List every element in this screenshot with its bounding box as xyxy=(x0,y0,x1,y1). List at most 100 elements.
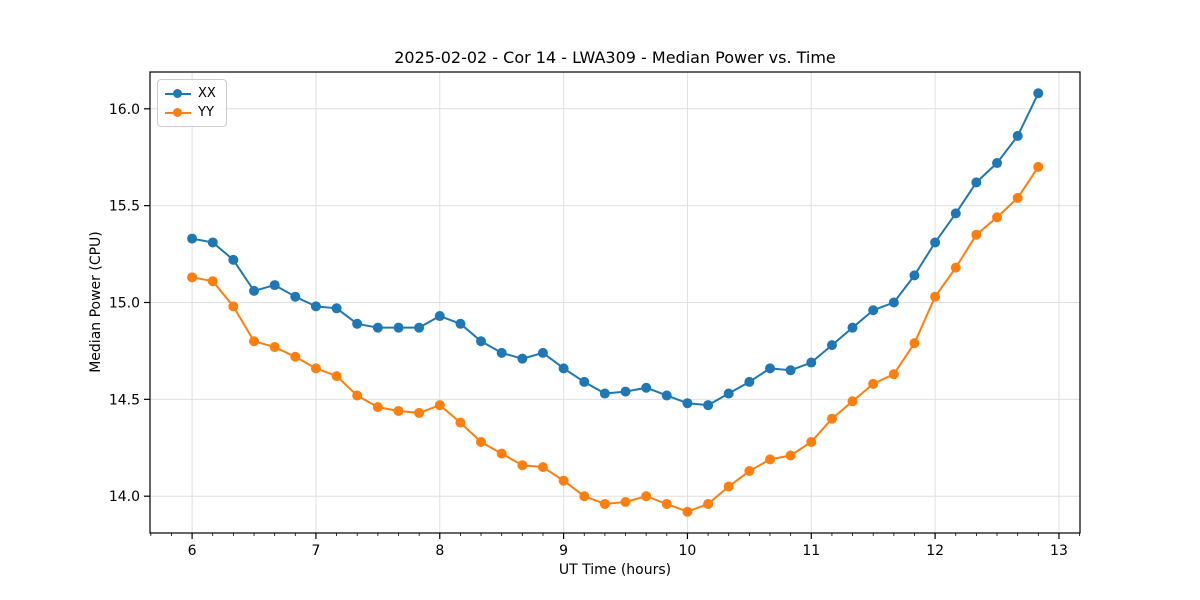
data-point-yy xyxy=(455,417,466,428)
data-point-xx xyxy=(1033,88,1044,99)
data-point-yy xyxy=(930,291,941,302)
data-point-yy xyxy=(723,481,734,492)
data-point-yy xyxy=(207,276,218,287)
data-point-yy xyxy=(847,396,858,407)
data-point-yy xyxy=(992,212,1003,223)
data-point-xx xyxy=(785,365,796,376)
data-point-xx xyxy=(187,233,198,244)
legend-label-xx: XX xyxy=(198,86,216,101)
chart-title: 2025-02-02 - Cor 14 - LWA309 - Median Po… xyxy=(394,48,836,67)
x-tick-label: 10 xyxy=(679,543,697,559)
data-point-yy xyxy=(187,272,198,283)
y-tick-label: 14.5 xyxy=(109,392,140,408)
data-point-xx xyxy=(806,357,817,368)
data-point-xx xyxy=(950,208,961,219)
data-point-yy xyxy=(620,497,631,508)
x-tick-label: 13 xyxy=(1050,543,1068,559)
data-point-xx xyxy=(641,382,652,393)
legend-marker-yy xyxy=(165,108,191,117)
data-point-yy xyxy=(537,462,548,473)
data-point-yy xyxy=(352,390,363,401)
data-point-xx xyxy=(372,322,383,333)
y-tick-label: 14.0 xyxy=(109,489,140,505)
data-point-xx xyxy=(723,388,734,399)
y-tick-label: 15.0 xyxy=(109,296,140,312)
data-point-xx xyxy=(249,285,260,296)
data-point-xx xyxy=(888,297,899,308)
data-point-xx xyxy=(228,254,239,265)
data-point-yy xyxy=(496,448,507,459)
x-tick-label: 6 xyxy=(188,543,197,559)
data-point-yy xyxy=(414,407,425,418)
data-point-xx xyxy=(517,353,528,364)
data-point-xx xyxy=(765,363,776,374)
data-point-xx xyxy=(620,386,631,397)
x-tick-label: 11 xyxy=(802,543,820,559)
x-tick-label: 12 xyxy=(926,543,944,559)
data-point-xx xyxy=(414,322,425,333)
x-tick-label: 9 xyxy=(559,543,568,559)
data-point-xx xyxy=(434,311,445,322)
data-point-xx xyxy=(971,177,982,188)
data-point-xx xyxy=(826,340,837,351)
legend-label-yy: YY xyxy=(198,105,214,120)
data-point-yy xyxy=(888,369,899,380)
data-point-yy xyxy=(269,342,280,353)
data-point-yy xyxy=(744,466,755,477)
data-point-xx xyxy=(682,398,693,409)
y-axis-label: Median Power (CPU) xyxy=(88,231,104,373)
y-tick-label: 15.5 xyxy=(109,199,140,215)
data-point-yy xyxy=(909,338,920,349)
data-point-xx xyxy=(930,237,941,248)
data-point-yy xyxy=(249,336,260,347)
data-point-xx xyxy=(909,270,920,281)
data-point-yy xyxy=(558,475,569,486)
data-point-xx xyxy=(868,305,879,316)
data-point-xx xyxy=(393,322,404,333)
data-point-xx xyxy=(310,301,321,312)
data-point-yy xyxy=(868,378,879,389)
data-point-xx xyxy=(352,318,363,329)
data-point-xx xyxy=(331,303,342,314)
data-point-xx xyxy=(1012,130,1023,141)
y-tick-label: 16.0 xyxy=(109,102,140,118)
data-point-yy xyxy=(1033,161,1044,172)
data-point-yy xyxy=(641,491,652,502)
data-point-yy xyxy=(579,491,590,502)
data-point-yy xyxy=(971,229,982,240)
data-point-yy xyxy=(950,262,961,273)
data-point-xx xyxy=(537,347,548,358)
data-point-xx xyxy=(455,318,466,329)
data-point-xx xyxy=(599,388,610,399)
legend-item-yy: YY xyxy=(165,103,218,122)
data-point-xx xyxy=(290,291,301,302)
data-point-yy xyxy=(228,301,239,312)
data-point-yy xyxy=(517,460,528,471)
x-tick-label: 7 xyxy=(311,543,320,559)
data-point-xx xyxy=(661,390,672,401)
data-point-yy xyxy=(310,363,321,374)
data-point-yy xyxy=(290,351,301,362)
legend-marker-xx xyxy=(165,89,191,98)
data-point-yy xyxy=(1012,192,1023,203)
data-point-xx xyxy=(476,336,487,347)
series-line-xx xyxy=(191,92,1040,407)
data-point-yy xyxy=(476,436,487,447)
data-point-yy xyxy=(785,450,796,461)
data-point-xx xyxy=(992,158,1003,169)
x-axis-label: UT Time (hours) xyxy=(558,562,672,578)
data-point-yy xyxy=(703,498,714,509)
legend: XX YY xyxy=(157,79,227,127)
data-point-xx xyxy=(744,376,755,387)
data-point-yy xyxy=(765,454,776,465)
data-point-yy xyxy=(331,371,342,382)
data-point-xx xyxy=(847,322,858,333)
data-point-yy xyxy=(826,413,837,424)
data-point-yy xyxy=(682,506,693,517)
data-point-xx xyxy=(558,363,569,374)
data-point-yy xyxy=(806,436,817,447)
data-point-yy xyxy=(661,498,672,509)
legend-item-xx: XX xyxy=(165,84,218,103)
